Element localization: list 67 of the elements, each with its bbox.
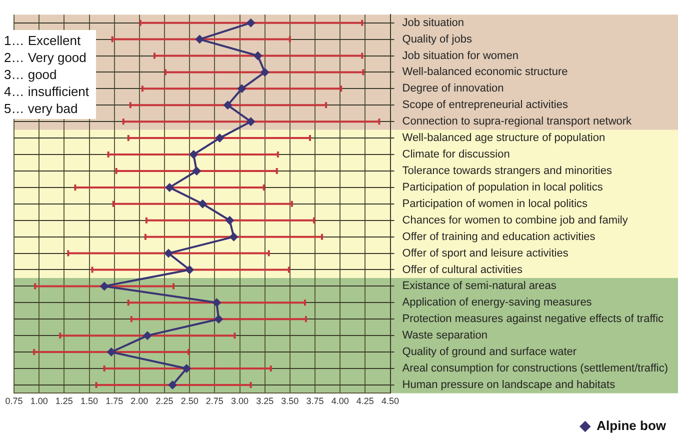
legend-label: Alpine bow [596,418,667,434]
point [168,380,178,390]
point [214,314,224,324]
y-tick-label: Quality of ground and surface water [402,346,577,358]
point [164,248,174,258]
x-tick-label: 3.75 [306,396,324,406]
point [237,84,246,94]
y-tick-label: Tolerance towards strangers and minorities [402,165,612,178]
x-tick-label: 1.50 [80,396,98,406]
point [192,166,202,176]
point [142,331,152,340]
x-tick-label: 1.75 [106,396,124,406]
x-tick-label: 4.50 [381,396,400,406]
y-tick-label: Offer of training and education activities [402,230,596,243]
y-tick-label: Application of energy-saving measures [402,296,592,309]
x-tick-label: 4.00 [331,396,349,406]
y-tick-label: Human pressure on landscape and habitats [402,379,616,391]
y-tick-label: Offer of sport and leisure activities [402,247,569,260]
y-tick-label: Chances for women to combine job and family [402,214,628,226]
annotation: 3… good [4,66,58,83]
y-tick-label: Waste separation [402,330,488,342]
y-tick-label: Well-balanced economic structure [402,66,568,78]
y-tick-label: Climate for discussion [402,148,510,161]
point [198,199,208,208]
x-tick-label: 3.50 [281,396,299,406]
x-tick-label: 3.25 [256,396,274,406]
x-tick-label: 2.75 [206,396,224,406]
y-tick-label: Participation of women in local politics [402,198,588,210]
y-tick-label: Job situation for women [402,50,518,62]
annotation: 2… Very good [4,49,88,66]
x-tick-label: 0.75 [5,396,23,406]
x-tick-label: 2.50 [180,396,198,406]
x-tick-label: 2.00 [130,396,148,406]
y-tick-label: Degree of innovation [402,82,504,95]
y-tick-label: Connection to supra-regional transport network [402,116,632,128]
point [223,100,232,110]
x-tick-label: 4.25 [356,396,374,406]
point [229,232,238,242]
annotation: 5… very bad [4,100,79,117]
y-tick-label: Participation of population in local politics [402,181,604,194]
y-tick-label: Existance of semi-natural areas [402,280,557,292]
x-tick-label: 1.00 [30,396,48,406]
point [246,117,256,126]
y-tick-label: Quality of jobs [402,33,472,46]
y-tick-label: Protection measures against negative effects of traffic [402,313,664,326]
point [165,182,174,192]
point [185,265,194,274]
x-tick-label: 1.25 [55,396,73,406]
y-tick-label: Offer of cultural activities [402,264,523,276]
point [182,364,192,374]
x-tick-label: 3.00 [230,396,249,406]
y-tick-label: Job situation [402,16,464,29]
point [215,134,224,143]
point [195,34,204,44]
point [106,348,116,357]
y-tick-label: Well-balanced age structure of population [402,132,606,144]
point [246,18,256,28]
point [260,68,270,77]
annotation: 1… Excellent [4,32,82,49]
point [212,298,222,308]
y-tick-label: Scope of entrepreneurial activities [402,99,568,112]
annotation: 4… insufficient [4,83,90,100]
point [189,150,198,160]
y-tick-label: Areal consumption for constructions (settlement/traffic) [402,362,668,375]
point [225,216,234,225]
point [253,51,262,60]
x-tick-label: 2.25 [156,396,174,406]
